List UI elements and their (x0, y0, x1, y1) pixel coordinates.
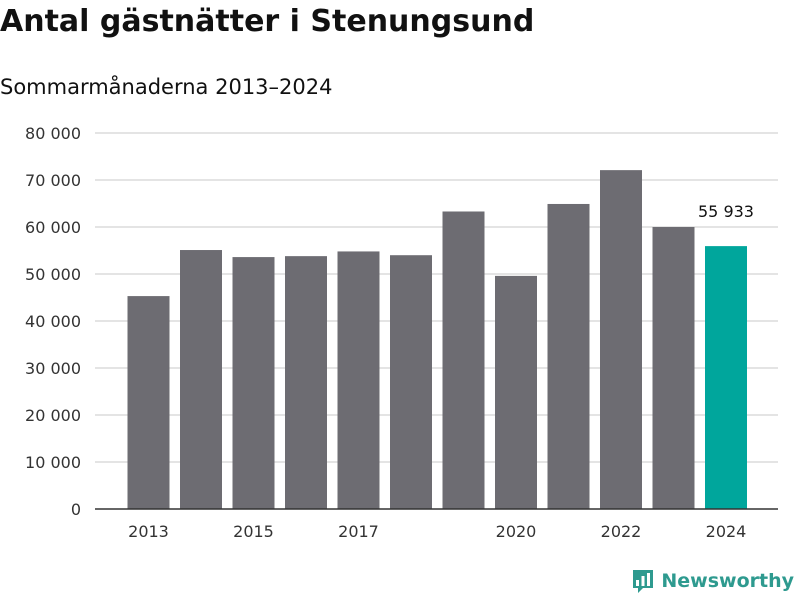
y-tick-label: 10 000 (25, 453, 81, 472)
data-label: 55 933 (698, 202, 754, 221)
bar-2023 (652, 227, 695, 509)
bar-2014 (180, 250, 222, 509)
bar-2013 (127, 296, 170, 509)
bar-2017 (337, 251, 380, 509)
y-tick-label: 80 000 (25, 124, 81, 143)
x-tick-label: 2015 (233, 522, 274, 541)
y-tick-label: 0 (71, 500, 81, 519)
chart-subtitle: Sommarmånaderna 2013–2024 (0, 75, 333, 99)
bar-2016 (285, 256, 327, 509)
bar-2022 (600, 170, 642, 509)
y-tick-label: 60 000 (25, 218, 81, 237)
y-tick-label: 50 000 (25, 265, 81, 284)
bar-2024 (705, 246, 747, 509)
x-tick-label: 2024 (706, 522, 747, 541)
newsworthy-logo-icon (633, 570, 654, 593)
x-tick-label: 2020 (496, 522, 537, 541)
brand-name: Newsworthy (661, 570, 794, 592)
y-tick-label: 20 000 (25, 406, 81, 425)
y-tick-label: 70 000 (25, 171, 81, 190)
brand-logo: Newsworthy (631, 568, 794, 594)
bar-2018 (390, 255, 432, 509)
bar-2019 (442, 211, 485, 510)
x-tick-label: 2013 (128, 522, 169, 541)
x-tick-label: 2022 (601, 522, 642, 541)
y-tick-label: 30 000 (25, 359, 81, 378)
bar-2015 (232, 257, 275, 509)
bar-2020 (495, 275, 537, 509)
bar-2021 (547, 203, 590, 509)
y-tick-label: 40 000 (25, 312, 81, 331)
x-tick-label: 2017 (338, 522, 379, 541)
chart-title: Antal gästnätter i Stenungsund (0, 4, 535, 39)
